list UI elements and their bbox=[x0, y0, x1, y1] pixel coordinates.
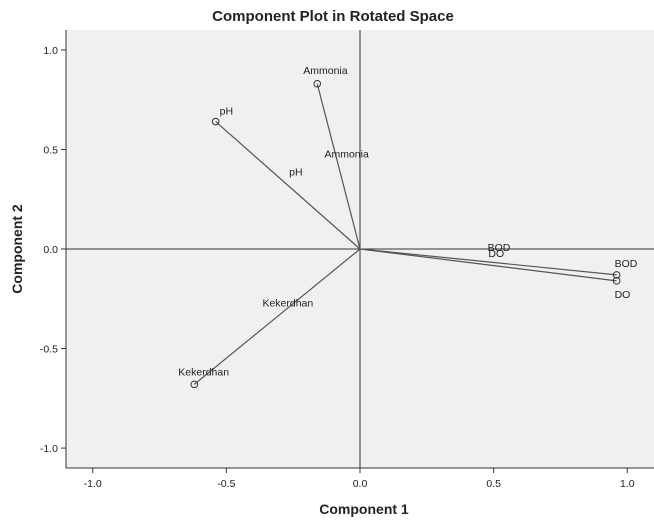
ray-label: pH bbox=[289, 166, 302, 178]
x-tick-label: -1.0 bbox=[84, 478, 102, 490]
loading-ray bbox=[359, 248, 617, 282]
y-tick-label: -0.5 bbox=[40, 344, 58, 356]
x-tick-label: 1.0 bbox=[620, 478, 635, 490]
chart-title: Component Plot in Rotated Space bbox=[212, 8, 454, 25]
x-axis-title: Component 1 bbox=[319, 501, 409, 517]
point-label: Kekerdhan bbox=[178, 366, 229, 378]
x-tick-label: 0.5 bbox=[486, 478, 501, 490]
x-tick-label: -0.5 bbox=[217, 478, 235, 490]
loading-point bbox=[313, 79, 322, 88]
loading-ray bbox=[215, 121, 361, 250]
loading-ray bbox=[316, 83, 361, 250]
y-tick-label: 1.0 bbox=[43, 45, 58, 57]
ray-label: BOD bbox=[488, 242, 511, 254]
y-tick-label: 0.5 bbox=[43, 144, 58, 156]
ray-label: Ammonia bbox=[324, 148, 369, 160]
point-label: pH bbox=[220, 106, 233, 118]
loading-point bbox=[612, 277, 621, 285]
ray-label: Kekerdhan bbox=[262, 298, 313, 310]
y-tick-label: 0.0 bbox=[43, 244, 58, 256]
point-label: BOD bbox=[615, 258, 638, 270]
loading-ray bbox=[359, 248, 617, 276]
loading-point bbox=[190, 380, 199, 389]
ray-label: DO bbox=[488, 248, 504, 260]
x-tick-label: 0.0 bbox=[353, 478, 368, 490]
point-label: DO bbox=[615, 289, 631, 301]
loading-ray bbox=[193, 248, 361, 385]
loading-point bbox=[211, 117, 220, 126]
loading-point bbox=[612, 271, 621, 279]
y-axis-title: Component 2 bbox=[9, 204, 25, 294]
point-label: Ammonia bbox=[303, 65, 348, 77]
y-tick-label: -1.0 bbox=[40, 443, 58, 455]
